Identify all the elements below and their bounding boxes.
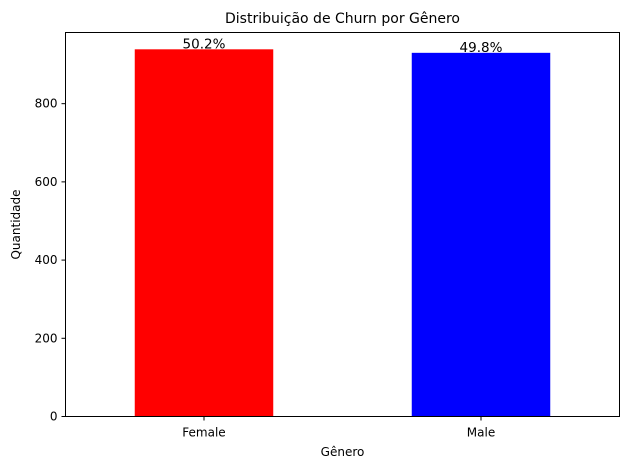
y-tick-label: 800 [35, 97, 58, 111]
y-tick-label: 200 [35, 331, 58, 345]
x-tick-label: Male [467, 426, 495, 440]
x-axis-ticks: Female Male [182, 416, 495, 440]
chart-title: Distribuição de Churn por Gênero [225, 11, 460, 27]
plot-area-frame [65, 32, 620, 417]
bars-layer [134, 49, 551, 417]
y-axis-label: Quantidade [9, 189, 23, 259]
bar-female [134, 49, 274, 417]
y-tick-label: 600 [35, 175, 58, 189]
x-tick-label: Female [182, 426, 225, 440]
bar-value-label: 50.2% [183, 36, 226, 52]
y-tick-label: 400 [35, 253, 58, 267]
bar-male [411, 52, 551, 417]
bar-value-label: 49.8% [460, 40, 503, 56]
x-axis-label: Gênero [321, 445, 365, 459]
y-tick-label: 0 [50, 410, 58, 424]
y-axis-ticks: 0 200 400 600 800 [35, 97, 66, 424]
bar-labels-layer: 50.2% 49.8% [183, 36, 503, 56]
